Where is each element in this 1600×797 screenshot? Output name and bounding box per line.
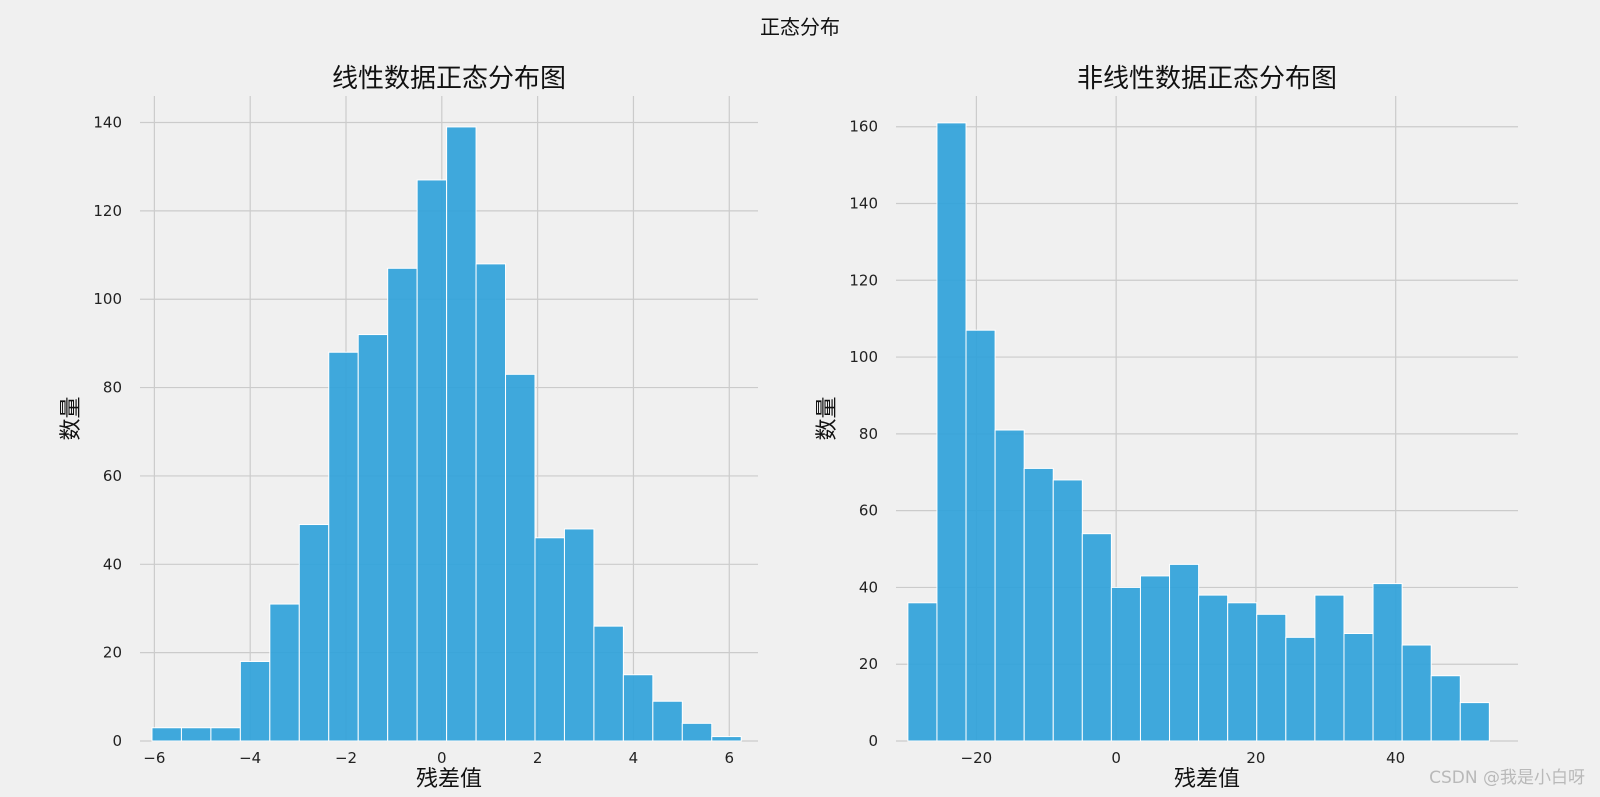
- x-tick-label: 20: [1246, 749, 1265, 767]
- x-axis-label: 残差值: [1174, 767, 1240, 792]
- histogram-bar: [1227, 602, 1258, 742]
- y-tick-label: 100: [93, 290, 122, 308]
- histogram-bar: [298, 524, 330, 742]
- chart-title: 线性数据正态分布图: [332, 64, 566, 94]
- histogram-bar: [387, 267, 418, 742]
- x-tick-label: 2: [533, 749, 543, 767]
- histogram-bar: [416, 179, 448, 742]
- histogram-bar: [1081, 533, 1112, 742]
- x-tick-label: 0: [1111, 749, 1121, 767]
- histogram-bar: [1459, 702, 1490, 742]
- histogram-bar: [593, 625, 624, 742]
- x-tick-label: −6: [143, 749, 165, 767]
- histogram-bar: [269, 603, 300, 742]
- histogram-bar: [475, 263, 507, 742]
- histogram-bar: [534, 537, 565, 742]
- histogram-bar: [505, 373, 536, 742]
- y-axis-label: 数量: [59, 396, 84, 440]
- y-tick-label: 160: [849, 118, 878, 136]
- histogram-bar: [357, 334, 389, 742]
- histogram-bar: [652, 700, 683, 742]
- y-tick-label: 20: [103, 644, 122, 662]
- chart-title: 非线性数据正态分布图: [1077, 64, 1337, 94]
- x-tick-label: 0: [437, 749, 447, 767]
- y-tick-label: 120: [93, 202, 122, 220]
- y-tick-label: 0: [868, 732, 878, 750]
- y-tick-label: 120: [849, 271, 878, 289]
- histogram-bar: [1401, 644, 1432, 742]
- y-tick-label: 80: [859, 425, 878, 443]
- y-tick-label: 0: [112, 732, 122, 750]
- histogram-bar: [1430, 675, 1461, 742]
- histogram-bar: [1314, 594, 1345, 742]
- x-tick-label: 4: [629, 749, 639, 767]
- histogram-bar: [681, 722, 713, 742]
- y-tick-label: 60: [103, 467, 122, 485]
- x-axis-label: 残差值: [416, 767, 482, 792]
- histogram-bar: [328, 351, 359, 742]
- y-tick-label: 40: [859, 578, 878, 596]
- y-axis-label: 数量: [815, 396, 840, 440]
- chart-linear-histogram: −6 −4 −2 0 2 4 6020406080100120140线性数据正态分布图残差值…: [59, 64, 758, 792]
- x-tick-label: 40: [1386, 749, 1405, 767]
- watermark: CSDN @我是小白呀: [1429, 768, 1585, 788]
- histogram-bar: [1372, 583, 1403, 742]
- figure-suptitle: 正态分布: [760, 15, 840, 39]
- x-tick-label: −2: [335, 749, 357, 767]
- y-tick-label: 100: [849, 348, 878, 366]
- histogram-bar: [210, 727, 241, 742]
- y-tick-label: 80: [103, 379, 122, 397]
- histogram-bar: [994, 429, 1025, 742]
- x-tick-label: −4: [239, 749, 261, 767]
- histogram-bar: [563, 528, 595, 742]
- y-tick-label: 140: [93, 114, 122, 132]
- histogram-bar: [1052, 479, 1083, 742]
- y-tick-label: 140: [849, 195, 878, 213]
- histogram-bar: [1256, 613, 1287, 742]
- histogram-bar: [1198, 594, 1229, 742]
- histogram-bar: [1343, 633, 1374, 742]
- histogram-bar: [180, 727, 212, 742]
- y-tick-label: 60: [859, 502, 878, 520]
- histogram-bar: [446, 126, 477, 742]
- histogram-bar: [1169, 563, 1200, 742]
- histogram-bar: [907, 602, 938, 742]
- histogram-bar: [239, 660, 271, 742]
- x-tick-label: −20: [961, 749, 993, 767]
- histogram-bar: [1023, 467, 1054, 742]
- y-tick-label: 20: [859, 655, 878, 673]
- histogram-bar: [151, 727, 182, 742]
- histogram-bar: [965, 329, 996, 742]
- histogram-bar: [711, 736, 742, 742]
- y-tick-label: 40: [103, 555, 122, 573]
- histogram-bar: [622, 674, 654, 742]
- x-tick-label: 6: [724, 749, 734, 767]
- histogram-bar: [1139, 575, 1171, 742]
- histogram-bar: [1285, 636, 1316, 742]
- chart-nonlinear-histogram: −20 0 20 40 0 20 40 60 80 100 120 140 160 非线性数据正态分布图残…: [815, 64, 1518, 792]
- histogram-bar: [936, 122, 967, 742]
- histogram-bar: [1110, 586, 1141, 742]
